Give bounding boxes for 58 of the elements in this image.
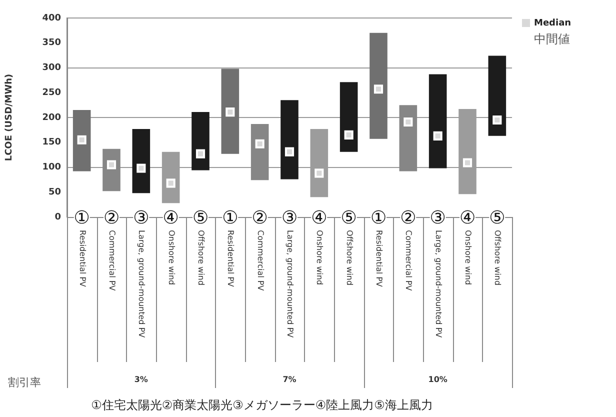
- point: [226, 107, 235, 117]
- y-tick-label: 100: [42, 162, 61, 173]
- y-tick-label: 350: [42, 38, 61, 48]
- x-tick-label: ③Large, ground-mounted PV: [430, 208, 446, 338]
- y-tick-label: 250: [42, 88, 61, 98]
- bar: [399, 105, 418, 172]
- x-tick-label: ③Large, ground-mounted PV: [133, 208, 150, 338]
- bar: [280, 100, 298, 180]
- bar: [250, 124, 269, 180]
- text: ①住宅太陽光②商業太陽光③メガソーラー④陸上風力⑤海上風力: [91, 398, 433, 412]
- bar: [72, 110, 91, 172]
- y-tick-label: 200: [42, 112, 61, 123]
- bar: [370, 32, 388, 139]
- y-tick-label: 0: [54, 212, 61, 222]
- x-tick-label: ④Onshore wind: [311, 208, 328, 285]
- point: [136, 164, 146, 173]
- point: [284, 147, 294, 156]
- x-tick-label: ①Residential PV: [370, 208, 387, 288]
- x-tick-label: ⑤Offshore wind: [340, 208, 357, 286]
- y-tick-label: 300: [42, 63, 61, 74]
- point: [166, 178, 176, 188]
- x-tick-label: ⑤Offshore wind: [192, 208, 209, 286]
- x-tick-label: ②Commercial PV: [400, 208, 416, 292]
- x-tick-label: ①Residential PV: [222, 208, 238, 288]
- point: [433, 131, 442, 140]
- point: [492, 115, 502, 125]
- x-tick-label: ④Onshore wind: [459, 208, 476, 285]
- bar: [192, 112, 210, 170]
- y-tick-label: 400: [42, 13, 61, 24]
- text: 中間値: [534, 32, 570, 46]
- x-tick-label: ③Large, ground-mounted PV: [281, 208, 298, 338]
- text: 10%: [428, 375, 448, 384]
- point: [374, 84, 384, 94]
- x-tick-label: ④Onshore wind: [162, 208, 179, 285]
- bar: [221, 68, 240, 154]
- y-tick-label: 150: [42, 138, 61, 148]
- text: 3%: [134, 375, 148, 384]
- bar: [488, 56, 506, 136]
- point: [462, 158, 472, 168]
- text: 7%: [282, 375, 296, 384]
- y-axis-title: LCOE (USD/MWh): [4, 74, 15, 162]
- bar: [132, 128, 150, 194]
- point: [344, 130, 354, 140]
- x-tick-label: ①Residential PV: [74, 208, 90, 288]
- x-tick-label: ②Commercial PV: [252, 208, 268, 292]
- text: 割引率: [8, 376, 41, 389]
- bar: [428, 74, 447, 168]
- point: [106, 160, 116, 170]
- point: [404, 117, 413, 127]
- legend-label: Median: [534, 18, 572, 28]
- point: [314, 168, 324, 178]
- bar: [340, 82, 358, 152]
- x-tick-label: ②Commercial PV: [103, 208, 120, 292]
- point: [196, 149, 206, 158]
- point: [77, 135, 86, 144]
- x-tick-label: ⑤Offshore wind: [489, 208, 506, 286]
- y-tick-label: 50: [48, 187, 61, 198]
- point: [255, 139, 264, 148]
